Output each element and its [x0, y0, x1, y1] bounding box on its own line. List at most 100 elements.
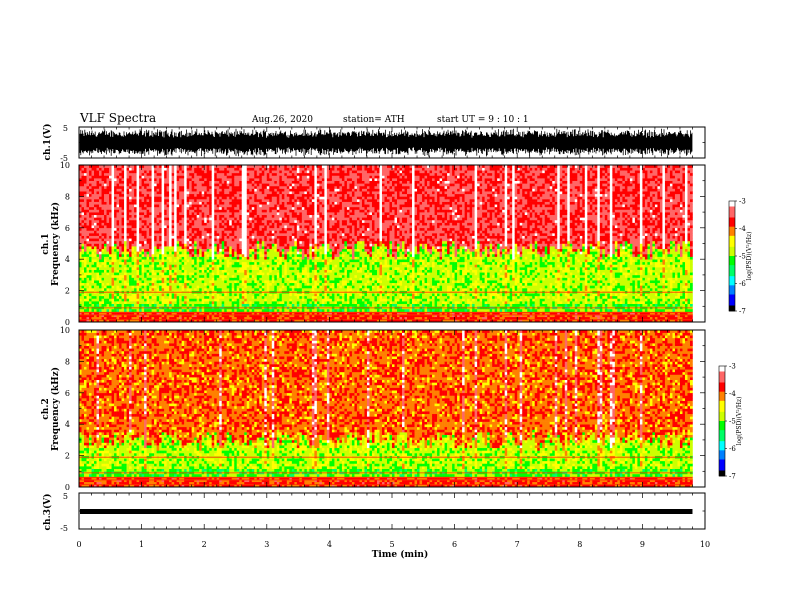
spectrogram-cell: [217, 280, 220, 283]
spectrogram-cell: [222, 283, 225, 286]
spectrogram-cell: [109, 278, 112, 281]
spectrogram-cell: [139, 312, 142, 315]
spectrogram-cell: [102, 244, 105, 247]
spectrogram-cell: [137, 204, 140, 207]
spectrogram-cell: [217, 285, 220, 288]
spectrogram-cell: [97, 228, 100, 231]
spectrogram-cell: [107, 267, 110, 270]
spectrogram-cell: [132, 212, 135, 215]
spectrogram-cell: [232, 285, 235, 288]
spectrogram-cell: [162, 202, 165, 205]
spectrogram-cell: [129, 209, 132, 212]
spectrogram-cell: [134, 181, 137, 184]
spectrogram-cell: [117, 304, 120, 307]
spectrogram-cell: [164, 209, 167, 212]
spectrogram-cell: [214, 204, 217, 207]
spectrogram-cell: [197, 257, 200, 260]
spectrogram-cell: [89, 168, 92, 171]
spectrogram-cell: [122, 264, 125, 267]
spectrogram-cell: [164, 244, 167, 247]
spectrogram-cell: [182, 251, 185, 254]
spectrogram-cell: [229, 270, 232, 273]
spectrogram-cell: [84, 220, 87, 223]
spectrogram-cell: [184, 262, 187, 265]
spectrogram-cell: [137, 275, 140, 278]
spectrogram-cell: [197, 238, 200, 241]
spectrogram-cell: [147, 178, 150, 181]
spectrogram-cell: [127, 186, 130, 189]
spectrogram-cell: [92, 278, 95, 281]
spectrogram-cell: [214, 298, 217, 301]
spectrogram-cell: [152, 288, 155, 291]
spectrogram-cell: [207, 225, 210, 228]
spectrogram-cell: [134, 244, 137, 247]
spectrogram-cell: [154, 183, 157, 186]
spectrogram-cell: [99, 204, 102, 207]
spectrogram-cell: [97, 191, 100, 194]
spectrogram-cell: [219, 285, 222, 288]
spectrogram-cell: [237, 204, 240, 207]
spectrogram-cell: [124, 304, 127, 307]
spectrogram-cell: [104, 191, 107, 194]
spectrogram-cell: [202, 191, 205, 194]
spectrogram-cell: [149, 241, 152, 244]
spectrogram-cell: [127, 251, 130, 254]
spectrogram-cell: [172, 283, 175, 286]
spectrogram-cell: [89, 272, 92, 275]
spectrogram-cell: [237, 270, 240, 273]
spectrogram-cell: [124, 168, 127, 171]
spectrogram-cell: [114, 309, 117, 312]
spectrogram-cell: [197, 272, 200, 275]
spectrogram-cell: [227, 238, 230, 241]
spectrogram-cell: [222, 194, 225, 197]
spectrogram-cell: [217, 212, 220, 215]
spectrogram-cell: [217, 309, 220, 312]
spectrogram-cell: [89, 189, 92, 192]
spectrogram-cell: [102, 215, 105, 218]
spectrogram-cell: [239, 278, 242, 281]
spectrogram-cell: [192, 278, 195, 281]
spectrogram-cell: [202, 196, 205, 199]
spectrogram-cell: [167, 304, 170, 307]
spectrogram-cell: [99, 283, 102, 286]
spectrogram-cell: [89, 215, 92, 218]
spectrogram-cell: [89, 207, 92, 210]
spectrogram-cell: [94, 262, 97, 265]
spectrogram-cell: [127, 312, 130, 315]
spectrogram-cell: [204, 288, 207, 291]
spectrogram-cell: [234, 259, 237, 262]
spectrogram-cell: [212, 283, 215, 286]
spectrogram-cell: [117, 251, 120, 254]
spectrogram-cell: [119, 173, 122, 176]
spectrogram-cell: [212, 298, 215, 301]
spectrogram-cell: [202, 217, 205, 220]
spectrogram-cell: [207, 173, 210, 176]
spectrogram-cell: [179, 241, 182, 244]
spectrogram-cell: [232, 254, 235, 257]
spectrogram-cell: [177, 183, 180, 186]
spectrogram-cell: [192, 207, 195, 210]
spectrogram-cell: [144, 181, 147, 184]
spectrogram-cell: [174, 215, 177, 218]
spectrogram-cell: [124, 241, 127, 244]
spectrogram-cell: [132, 168, 135, 171]
spectrogram-cell: [227, 220, 230, 223]
spectrogram-cell: [104, 181, 107, 184]
spectrogram-cell: [184, 207, 187, 210]
spectrogram-cell: [179, 298, 182, 301]
spectrogram-cell: [197, 283, 200, 286]
spectrogram-cell: [159, 241, 162, 244]
spectrogram-cell: [119, 278, 122, 281]
spectrogram-cell: [167, 168, 170, 171]
spectrogram-cell: [229, 230, 232, 233]
spectrogram-cell: [187, 254, 190, 257]
spectrogram-cell: [149, 304, 152, 307]
spectrogram-cell: [92, 275, 95, 278]
spectrogram-cell: [124, 278, 127, 281]
spectrogram-cell: [152, 246, 155, 249]
spectrogram-cell: [207, 304, 210, 307]
spectrogram-cell: [114, 312, 117, 315]
spectrogram-cell: [97, 254, 100, 257]
spectrogram-cell: [212, 225, 215, 228]
spectrogram-cell: [117, 202, 120, 205]
